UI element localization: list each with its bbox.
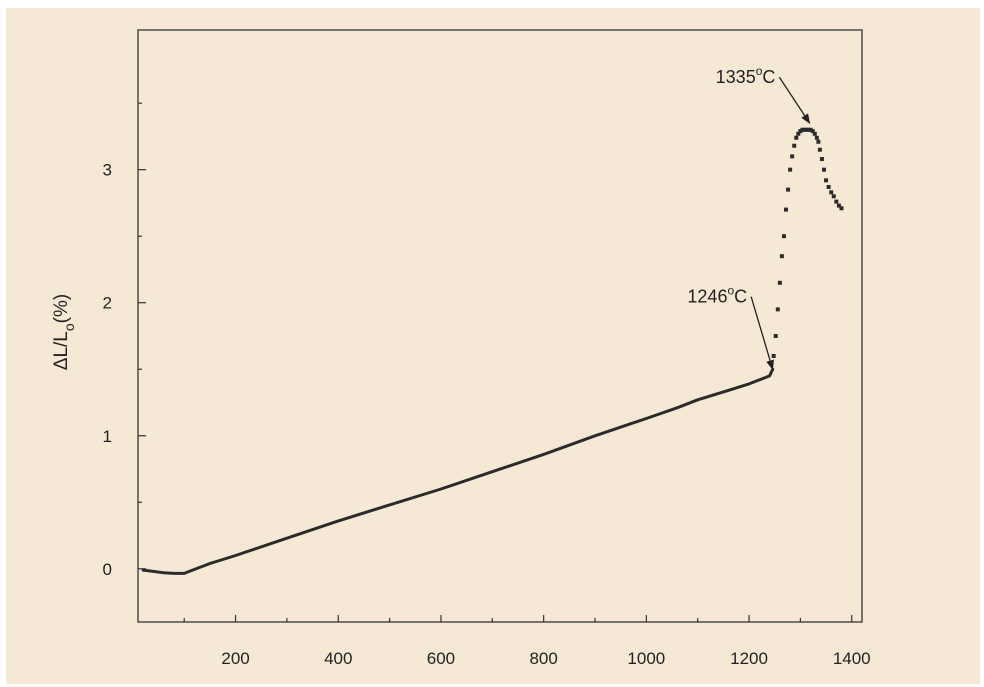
annotation-label: 1246oC <box>687 284 747 307</box>
series-point <box>775 307 780 312</box>
series-point <box>816 139 821 144</box>
series-point <box>773 333 778 338</box>
y-axis-label-main: ΔL/L <box>51 331 72 370</box>
x-tick-label: 800 <box>529 649 557 668</box>
series-point <box>826 184 831 189</box>
series-point <box>806 127 811 132</box>
x-tick-label: 1200 <box>730 649 768 668</box>
series-point <box>802 127 807 132</box>
page-background <box>6 8 980 684</box>
y-tick-label: 2 <box>103 294 112 313</box>
series-line-solid <box>141 367 775 575</box>
degree-symbol: o <box>756 64 763 78</box>
series-point <box>798 129 803 134</box>
y-tick-label: 0 <box>103 560 112 579</box>
series-point <box>836 203 841 208</box>
y-axis-ticks: 0 1 2 3 <box>103 102 146 579</box>
y-tick-label: 1 <box>103 427 112 446</box>
series-point <box>790 154 795 159</box>
x-tick-label: 200 <box>221 649 249 668</box>
degree-symbol: o <box>727 284 734 298</box>
series-point <box>817 147 822 152</box>
series-point <box>796 131 801 136</box>
series-point <box>800 127 805 132</box>
series-point <box>834 199 839 204</box>
series-point <box>781 234 786 239</box>
y-tick-label: 3 <box>103 161 112 180</box>
series-point <box>808 127 813 132</box>
x-tick-label: 1400 <box>833 649 871 668</box>
series-layer <box>141 127 844 575</box>
series-point <box>814 135 819 140</box>
series-point <box>812 131 817 136</box>
annotation-value: 1246 <box>687 287 727 307</box>
series-point <box>792 143 797 148</box>
y-axis-label: ΔL/Lo(%) <box>51 294 77 370</box>
series-point <box>824 178 829 183</box>
series-point <box>779 254 784 259</box>
annotation-label: 1335oC <box>716 64 776 87</box>
x-axis-ticks: 200 400 600 800 1000 1200 1400 <box>183 615 871 668</box>
y-axis-label-subscript: o <box>61 323 77 331</box>
series-point <box>819 157 824 162</box>
x-tick-label: 600 <box>427 649 455 668</box>
series-point <box>829 190 834 195</box>
x-tick-label: 1000 <box>627 649 665 668</box>
annotation-arrow <box>778 76 811 124</box>
series-point <box>839 206 844 211</box>
series-point <box>794 135 799 140</box>
series-point <box>788 167 793 172</box>
annotation-value: 1335 <box>716 67 756 87</box>
x-tick-label: 400 <box>324 649 352 668</box>
series-point <box>786 187 791 192</box>
y-axis-label-unit: (%) <box>51 294 72 324</box>
series-point <box>810 129 815 134</box>
series-point <box>804 127 809 132</box>
series-point <box>822 167 827 172</box>
series-point <box>831 194 836 199</box>
series-point <box>771 353 776 358</box>
annotation-unit: C <box>762 67 775 87</box>
annotation-unit: C <box>734 287 747 307</box>
plot-frame <box>137 29 863 623</box>
series-point <box>784 207 789 212</box>
annotation-arrow <box>750 296 774 371</box>
series-point <box>777 280 782 285</box>
